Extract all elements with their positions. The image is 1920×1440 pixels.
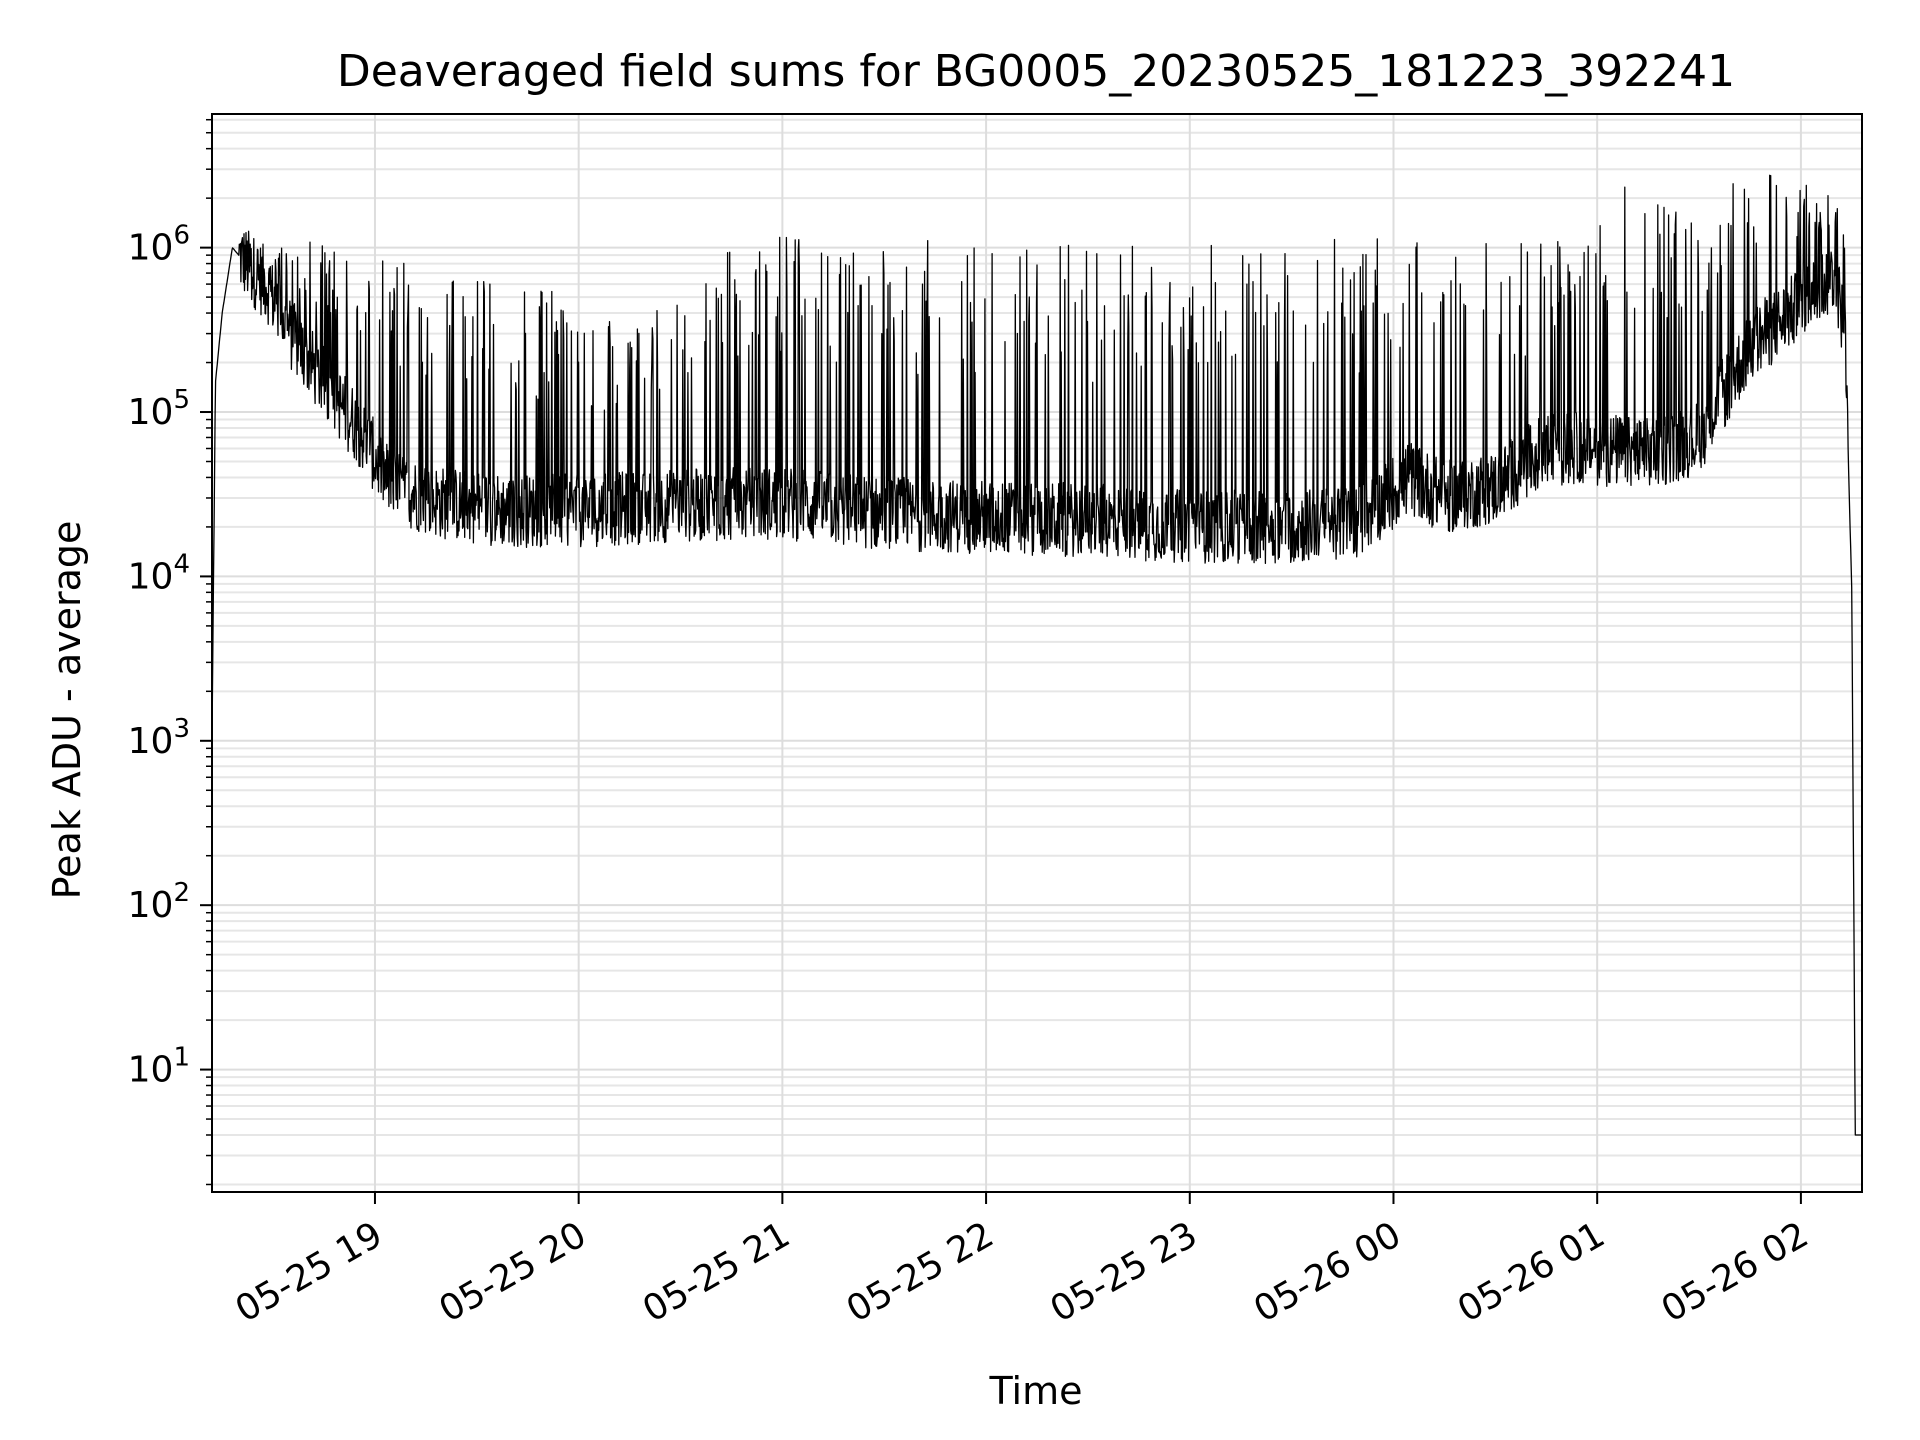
y-axis-label: Peak ADU - average <box>45 521 89 900</box>
series-line <box>211 174 1863 1136</box>
series-layer <box>211 174 1863 1136</box>
plot-frame <box>211 113 1863 1193</box>
chart-title: Deaveraged field sums for BG0005_2023052… <box>337 46 1735 97</box>
x-axis-label: Time <box>989 1369 1083 1413</box>
